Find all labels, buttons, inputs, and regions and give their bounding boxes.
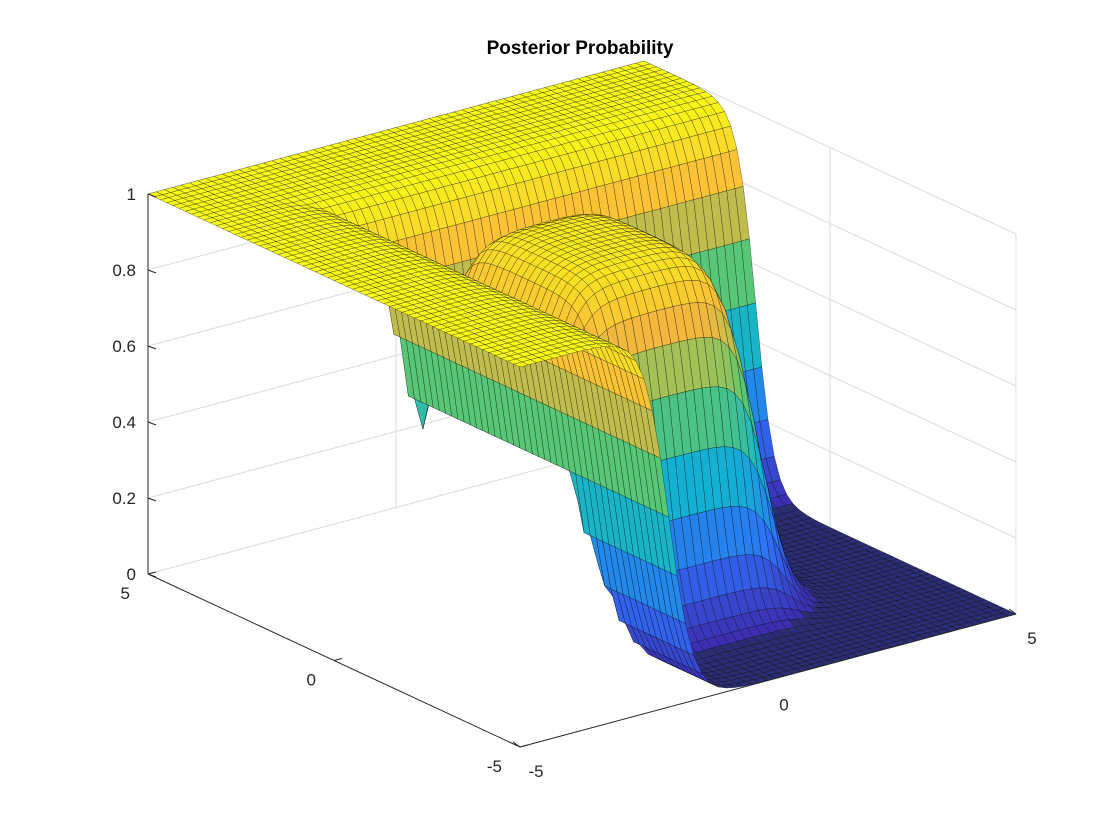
z-tick	[147, 421, 157, 426]
z-tick-label: 0.2	[112, 489, 136, 508]
x-tick-label: 0	[779, 696, 788, 715]
x-tick-label: 5	[1027, 629, 1036, 648]
x-tick	[760, 675, 769, 681]
x-tick-label: -5	[528, 762, 543, 781]
y-tick-label: 5	[121, 584, 130, 603]
z-tick-label: 0.4	[112, 413, 136, 432]
z-tick	[147, 269, 157, 274]
surface-patch	[513, 361, 529, 368]
x-tick	[1008, 608, 1017, 615]
x-tick	[512, 741, 521, 748]
z-tick-label: 0.8	[112, 261, 136, 280]
surface-mesh	[147, 60, 1017, 689]
z-tick	[147, 345, 157, 350]
y-tick	[519, 744, 529, 748]
z-tick-label: 0.6	[112, 337, 136, 356]
y-tick-label: 0	[307, 671, 316, 690]
z-tick	[147, 497, 157, 502]
y-tick	[333, 658, 343, 661]
chart-title: Posterior Probability	[487, 38, 674, 59]
z-tick-label: 1	[127, 185, 136, 204]
axis-ticks: 00.20.40.60.81-505-505	[112, 185, 1036, 781]
y-tick-label: -5	[487, 757, 502, 776]
z-tick	[147, 193, 157, 198]
z-tick	[147, 573, 157, 578]
z-tick-label: 0	[127, 565, 136, 584]
y-tick	[147, 571, 157, 575]
